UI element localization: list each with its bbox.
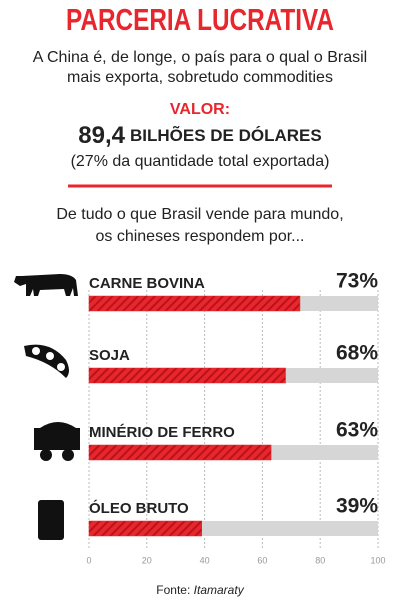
x-tick-label: 0: [86, 555, 91, 565]
bar: [88, 295, 301, 312]
bar: [88, 520, 202, 537]
value-label: 68%: [336, 342, 378, 365]
chart-title: PARCERIA LUCRATIVA: [66, 2, 334, 37]
value-label: 39%: [336, 495, 378, 518]
icon-cow: [14, 274, 78, 296]
value-unit: BILHÕES DE DÓLARES: [130, 125, 322, 145]
intro: De tudo o que Brasil vende para mundo,: [56, 206, 343, 223]
value-amount: 89,4: [78, 122, 125, 149]
subtitle: A China é, de longe, o país para o qual …: [33, 49, 367, 66]
source-line: Fonte: Itamaraty: [156, 583, 244, 597]
x-tick-label: 40: [200, 555, 210, 565]
category-label: CARNE BOVINA: [89, 275, 205, 292]
bar: [88, 367, 286, 384]
value-headline: 89,4 BILHÕES DE DÓLARES: [78, 122, 321, 149]
source-label: Fonte:: [156, 583, 190, 597]
icon-mine-cart: [34, 422, 80, 461]
x-tick-label: 100: [370, 555, 385, 565]
bar: [88, 444, 272, 461]
value-label: 63%: [336, 419, 378, 442]
category-label: SOJA: [89, 347, 130, 364]
x-tick-label: 20: [142, 555, 152, 565]
source: Itamaraty: [194, 583, 245, 597]
value-note: (27% da quantidade total exportada): [71, 153, 330, 170]
icon-barrel: [38, 500, 64, 540]
x-tick-label: 60: [257, 555, 267, 565]
category-label: MINÉRIO DE FERRO: [89, 424, 235, 441]
intro: os chineses respondem por...: [95, 228, 304, 245]
x-tick-label: 80: [315, 555, 325, 565]
category-label: ÓLEO BRUTO: [89, 499, 189, 517]
value-label: 73%: [336, 270, 378, 293]
value-heading: VALOR:: [170, 101, 230, 118]
subtitle: mais exporta, sobretudo commodities: [67, 69, 333, 86]
icon-soy: [24, 344, 69, 378]
